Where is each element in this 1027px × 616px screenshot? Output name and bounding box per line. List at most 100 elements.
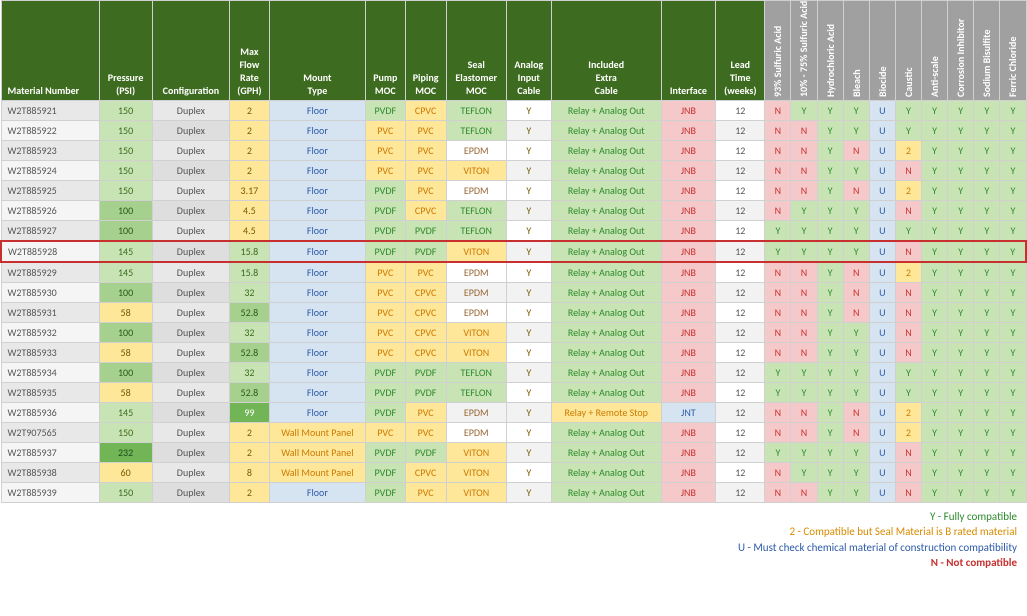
table-row[interactable]: W2T88593558Duplex52.8FloorPVDFPVDFTEFLON… — [1, 383, 1026, 403]
interface: JNB — [661, 161, 716, 181]
compat-cell: Y — [843, 221, 869, 242]
compat-cell: Y — [974, 303, 1000, 323]
pressure: 58 — [99, 343, 152, 363]
configuration: Duplex — [152, 101, 230, 121]
table-row[interactable]: W2T885922150Duplex2FloorPVCPVCTEFLONYRel… — [1, 121, 1026, 141]
table-row[interactable]: W2T885927100Duplex4.5FloorPVDFPVDFTEFLON… — [1, 221, 1026, 242]
compat-cell: N — [791, 323, 817, 343]
compat-cell: N — [895, 241, 921, 262]
compat-cell: Y — [817, 423, 843, 443]
analog-input: Y — [506, 262, 551, 283]
compat-cell: Y — [791, 241, 817, 262]
material-number: W2T885921 — [1, 101, 99, 121]
table-row[interactable]: W2T88593358Duplex52.8FloorPVCCPVCVITONYR… — [1, 343, 1026, 363]
table-row[interactable]: W2T885923150Duplex2FloorPVCPVCEPDMYRelay… — [1, 141, 1026, 161]
table-row[interactable]: W2T885929145Duplex15.8FloorPVCPVCEPDMYRe… — [1, 262, 1026, 283]
table-row[interactable]: W2T885930100Duplex32FloorPVCCPVCEPDMYRel… — [1, 283, 1026, 303]
analog-input: Y — [506, 443, 551, 463]
compat-cell: Y — [843, 383, 869, 403]
compat-cell: Y — [974, 363, 1000, 383]
compat-cell: Y — [843, 101, 869, 121]
table-row[interactable]: W2T885921150Duplex2FloorPVDFCPVCTEFLONYR… — [1, 101, 1026, 121]
pump-moc: PVC — [366, 141, 405, 161]
pump-moc: PVDF — [366, 201, 405, 221]
compat-cell: Y — [1000, 303, 1026, 323]
compat-cell: N — [895, 161, 921, 181]
seal-moc: TEFLON — [446, 201, 506, 221]
compat-cell: Y — [974, 423, 1000, 443]
table-row[interactable]: W2T88593158Duplex52.8FloorPVCCPVCEPDMYRe… — [1, 303, 1026, 323]
table-row[interactable]: W2T885937232Duplex2Wall Mount PanelPVDFP… — [1, 443, 1026, 463]
compat-cell: 2 — [895, 403, 921, 423]
compat-cell: 2 — [895, 181, 921, 201]
table-row[interactable]: W2T88593860Duplex8Wall Mount PanelPVDFCP… — [1, 463, 1026, 483]
table-row[interactable]: W2T885932100Duplex32FloorPVCCPVCVITONYRe… — [1, 323, 1026, 343]
seal-moc: EPDM — [446, 181, 506, 201]
table-row[interactable]: W2T885926100Duplex4.5FloorPVDFCPVCTEFLON… — [1, 201, 1026, 221]
table-row[interactable]: W2T885925150Duplex3.17FloorPVDFPVCEPDMYR… — [1, 181, 1026, 201]
compat-cell: Y — [843, 463, 869, 483]
extra-cable: Relay + Analog Out — [551, 101, 661, 121]
configuration: Duplex — [152, 283, 230, 303]
compat-cell: Y — [948, 283, 974, 303]
compat-cell: Y — [948, 363, 974, 383]
pressure: 60 — [99, 463, 152, 483]
pressure: 145 — [99, 262, 152, 283]
table-row[interactable]: W2T907565150Duplex2Wall Mount PanelPVCPV… — [1, 423, 1026, 443]
legend-2: 2 - Compatible but Seal Material is B ra… — [10, 524, 1017, 539]
table-row[interactable]: W2T885936145Duplex99FloorPVDFPVCEPDMYRel… — [1, 403, 1026, 423]
mount-type: Floor — [269, 241, 366, 262]
compat-cell: Y — [817, 443, 843, 463]
interface: JNB — [661, 181, 716, 201]
table-row[interactable]: W2T885939150Duplex2FloorPVDFPVCVITONYRel… — [1, 483, 1026, 503]
compat-cell: Y — [817, 121, 843, 141]
legend: Y - Fully compatible 2 - Compatible but … — [0, 503, 1027, 577]
extra-cable: Relay + Analog Out — [551, 141, 661, 161]
interface: JNB — [661, 443, 716, 463]
piping-moc: PVC — [405, 181, 446, 201]
compat-cell: Y — [791, 101, 817, 121]
analog-input: Y — [506, 161, 551, 181]
compat-cell: Y — [948, 383, 974, 403]
compat-cell: Y — [948, 403, 974, 423]
compat-cell: Y — [817, 323, 843, 343]
material-number: W2T885933 — [1, 343, 99, 363]
compat-cell: N — [895, 283, 921, 303]
table-row[interactable]: W2T885934100Duplex32FloorPVDFPVDFTEFLONY… — [1, 363, 1026, 383]
compat-cell: Y — [921, 443, 947, 463]
mount-type: Floor — [269, 323, 366, 343]
compat-cell: N — [895, 463, 921, 483]
table-row[interactable]: W2T885924150Duplex2FloorPVCPVCVITONYRela… — [1, 161, 1026, 181]
compat-cell: Y — [921, 221, 947, 242]
compat-cell: Y — [921, 423, 947, 443]
compat-cell: Y — [817, 303, 843, 323]
compat-cell: N — [895, 443, 921, 463]
interface: JNB — [661, 463, 716, 483]
extra-cable: Relay + Analog Out — [551, 443, 661, 463]
lead-time: 12 — [716, 221, 765, 242]
compat-cell: U — [869, 343, 895, 363]
compat-cell: U — [869, 423, 895, 443]
compat-cell: Y — [817, 343, 843, 363]
extra-cable: Relay + Analog Out — [551, 241, 661, 262]
compat-cell: N — [765, 403, 791, 423]
compat-cell: Y — [921, 161, 947, 181]
mount-type: Wall Mount Panel — [269, 423, 366, 443]
compat-cell: Y — [765, 221, 791, 242]
compat-cell: N — [791, 283, 817, 303]
table-row[interactable]: W2T885928145Duplex15.8FloorPVDFPVDFVITON… — [1, 241, 1026, 262]
compat-cell: Y — [843, 483, 869, 503]
compat-cell: Y — [791, 221, 817, 242]
table-body: W2T885921150Duplex2FloorPVDFCPVCTEFLONYR… — [1, 101, 1026, 503]
piping-moc: PVDF — [405, 221, 446, 242]
mount-type: Floor — [269, 221, 366, 242]
compat-col-header: Corrosion Inhibitor — [948, 1, 974, 101]
compat-cell: Y — [895, 383, 921, 403]
compat-col-header: Bleach — [843, 1, 869, 101]
pressure: 100 — [99, 201, 152, 221]
compat-cell: U — [869, 463, 895, 483]
compat-cell: Y — [1000, 443, 1026, 463]
interface: JNB — [661, 383, 716, 403]
compat-cell: Y — [948, 121, 974, 141]
compat-cell: Y — [1000, 221, 1026, 242]
